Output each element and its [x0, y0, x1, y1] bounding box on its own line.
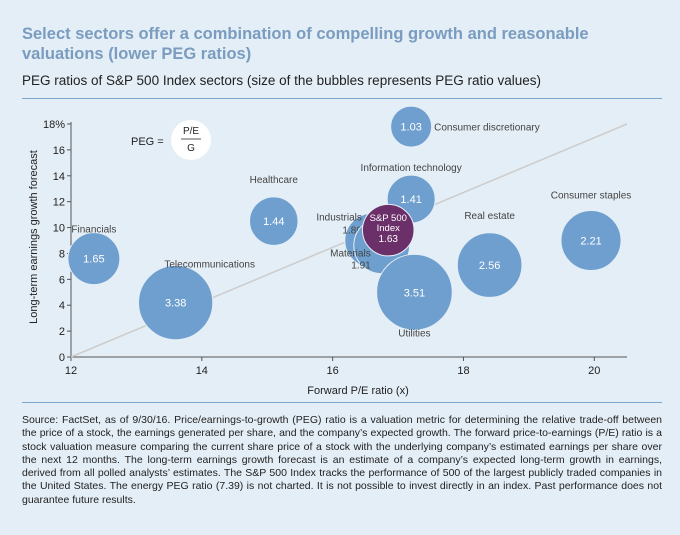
- y-tick-label: 2: [59, 326, 65, 338]
- formula-numerator: P/E: [183, 126, 199, 137]
- bubble-value-label: 1.03: [400, 122, 421, 134]
- bubble-telecommunications: [138, 264, 214, 341]
- y-tick-label: 12: [53, 197, 65, 209]
- bubble-value-label: 3.38: [165, 298, 186, 310]
- bubble-real-estate: [456, 232, 523, 298]
- bubble-s-p-500-index: [361, 203, 415, 257]
- sector-value-label: 1.80: [342, 226, 362, 237]
- bubble-value-label: 2.56: [479, 260, 500, 272]
- bubble-consumer-staples: [560, 209, 622, 272]
- formula-denominator: G: [187, 143, 195, 154]
- bubble-value-label: 1.41: [400, 194, 421, 206]
- sector-label: Healthcare: [250, 175, 299, 186]
- bubble-value-label: 2.21: [580, 236, 601, 248]
- sector-label: Consumer discretionary: [434, 123, 540, 134]
- x-tick-label: 16: [327, 365, 339, 377]
- x-axis-label: Forward P/E ratio (x): [307, 385, 408, 397]
- y-tick-label: 4: [59, 300, 65, 312]
- sector-label: Telecommunications: [164, 260, 255, 271]
- formula-lhs: PEG =: [131, 136, 164, 148]
- index-label-line2: Index: [377, 223, 400, 234]
- top-rule: [22, 98, 662, 99]
- sector-label: Information technology: [361, 163, 462, 174]
- sector-value-label: 1.91: [351, 261, 371, 272]
- bubble-consumer-discretionary: [390, 105, 433, 148]
- bubble-utilities: [376, 253, 453, 331]
- index-label-line1: S&P 500: [370, 213, 407, 224]
- x-tick-label: 14: [196, 365, 208, 377]
- y-tick-label: 16: [53, 145, 65, 157]
- y-tick-label: 18%: [43, 119, 65, 131]
- chart-subtitle: PEG ratios of S&P 500 Index sectors (siz…: [22, 73, 542, 88]
- y-tick-label: 0: [59, 352, 65, 364]
- bubble-value-label: 1.65: [83, 254, 104, 266]
- bubbles: 1.65 Financials 3.38 Telecommunications 1.44…: [67, 105, 632, 341]
- bubble-value-label: 3.51: [404, 287, 425, 299]
- formula-circle: [171, 120, 211, 160]
- sector-label: Materials: [330, 249, 371, 260]
- bubble-chart: 0 2 4 6 8 10 12 14 16 18% 12 14 16 18 20 PEG = P/E G 1…: [28, 105, 632, 397]
- axes: 0 2 4 6 8 10 12 14 16 18% 12 14 16 18 20: [43, 119, 627, 377]
- sector-label: Real estate: [464, 211, 515, 222]
- sector-label: Utilities: [398, 328, 430, 339]
- y-tick-label: 10: [53, 223, 65, 235]
- sector-label: Industrials: [316, 213, 362, 224]
- sector-label: Consumer staples: [551, 191, 632, 202]
- y-axis-label: Long-term earnings growth forecast: [28, 150, 40, 324]
- y-tick-label: 8: [59, 248, 65, 260]
- x-tick-label: 20: [588, 365, 600, 377]
- bubble-financials: [67, 232, 121, 286]
- peg-formula: PEG = P/E G: [131, 120, 211, 160]
- x-tick-label: 12: [65, 365, 77, 377]
- chart-title: Select sectors offer a combination of co…: [22, 25, 589, 63]
- y-tick-label: 14: [53, 171, 65, 183]
- bubble-value-label: 1.63: [379, 234, 399, 245]
- sector-label: Financials: [71, 225, 116, 236]
- bubble-healthcare: [249, 196, 299, 246]
- x-tick-label: 18: [457, 365, 469, 377]
- source-note: Source: FactSet, as of 9/30/16. Price/ea…: [22, 414, 662, 506]
- bubble-value-label: 1.44: [263, 216, 284, 228]
- bottom-rule: [22, 402, 662, 403]
- y-tick-label: 6: [59, 274, 65, 286]
